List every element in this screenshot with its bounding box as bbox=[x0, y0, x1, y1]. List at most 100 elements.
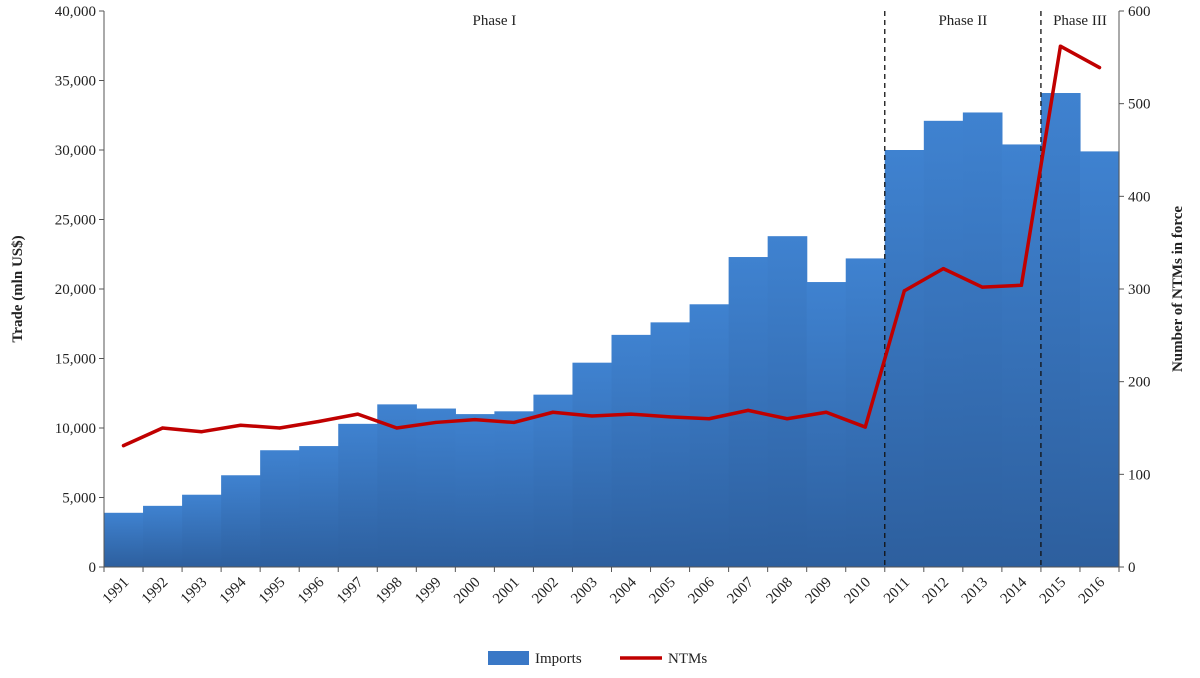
left-tick-label: 20,000 bbox=[55, 282, 96, 298]
imports-bar-1991 bbox=[104, 512, 144, 567]
left-tick-label: 30,000 bbox=[55, 143, 96, 159]
ntms-point-2009 bbox=[824, 410, 828, 414]
x-tick-label-2004: 2004 bbox=[607, 574, 640, 607]
x-tick-label-1994: 1994 bbox=[217, 574, 250, 607]
x-tick-label-2001: 2001 bbox=[490, 575, 523, 608]
ntms-point-2012 bbox=[941, 267, 945, 271]
right-tick-label: 100 bbox=[1128, 467, 1151, 483]
ntms-point-2000 bbox=[473, 418, 477, 422]
left-tick-label: 40,000 bbox=[55, 4, 96, 20]
x-tick-label-2013: 2013 bbox=[959, 575, 992, 608]
axis-labels: Phase I Phase II Phase III Trade (mln US$) N… bbox=[10, 13, 1186, 372]
left-tick-label: 15,000 bbox=[55, 352, 96, 368]
x-tick-label-2007: 2007 bbox=[724, 574, 757, 607]
imports-bar-2015 bbox=[1040, 93, 1081, 567]
phase-label-1: Phase I bbox=[473, 13, 517, 29]
ntms-point-2013 bbox=[980, 285, 984, 289]
ntms-point-2015 bbox=[1058, 44, 1063, 48]
imports-bar-2008 bbox=[767, 236, 808, 567]
imports-bar-2003 bbox=[572, 362, 613, 567]
left-axis-title: Trade (mln US$) bbox=[10, 235, 26, 342]
ntms-point-2014 bbox=[1019, 283, 1024, 287]
imports-bar-2012 bbox=[923, 120, 964, 567]
imports-bar-1996 bbox=[299, 446, 339, 567]
ntms-point-2004 bbox=[629, 412, 633, 416]
ntms-line bbox=[121, 44, 1102, 448]
legend-imports-label: Imports bbox=[535, 651, 582, 667]
imports-bar-2014 bbox=[1001, 144, 1042, 567]
x-tick-label-2006: 2006 bbox=[685, 574, 718, 607]
imports-bar-2002 bbox=[533, 394, 574, 567]
x-tick-label-2000: 2000 bbox=[451, 575, 484, 608]
x-tick-label-2011: 2011 bbox=[881, 575, 913, 607]
ntms-point-1998 bbox=[395, 426, 399, 430]
ntms-point-1997 bbox=[356, 412, 360, 416]
ntms-point-2007 bbox=[746, 408, 750, 412]
imports-bar-2001 bbox=[494, 411, 535, 567]
ntms-point-1999 bbox=[434, 420, 438, 425]
imports-bar-2004 bbox=[611, 334, 652, 567]
ntms-point-2002 bbox=[551, 410, 555, 414]
ntms-point-2016 bbox=[1097, 65, 1102, 70]
phase-label-2: Phase II bbox=[938, 13, 987, 29]
x-tick-label-1993: 1993 bbox=[178, 575, 211, 608]
x-tick-label-2008: 2008 bbox=[763, 575, 796, 608]
x-tick-label-2010: 2010 bbox=[842, 575, 875, 608]
imports-bar-2016 bbox=[1079, 151, 1120, 567]
imports-bar-2010 bbox=[845, 258, 886, 567]
imports-bar-2005 bbox=[650, 322, 691, 567]
x-tick-label-1999: 1999 bbox=[412, 575, 445, 608]
legend-imports-swatch bbox=[488, 651, 529, 665]
imports-bar-2009 bbox=[806, 282, 847, 567]
imports-bar-1999 bbox=[416, 408, 456, 567]
legend-ntms-label: NTMs bbox=[668, 651, 707, 667]
left-tick-label: 0 bbox=[89, 560, 97, 576]
left-tick-label: 35,000 bbox=[55, 74, 96, 90]
imports-bar-2013 bbox=[962, 112, 1003, 567]
ntms-point-2008 bbox=[785, 417, 789, 421]
x-tick-label-2003: 2003 bbox=[568, 575, 601, 608]
x-tick-label-1998: 1998 bbox=[373, 575, 406, 608]
ntms-point-2003 bbox=[590, 414, 594, 418]
ntms-point-1991 bbox=[121, 444, 126, 448]
x-tick-label-1992: 1992 bbox=[139, 575, 172, 608]
x-tick-label-2015: 2015 bbox=[1037, 575, 1070, 608]
right-tick-label: 500 bbox=[1128, 97, 1151, 113]
ntms-point-1996 bbox=[317, 419, 321, 424]
ntms-point-1992 bbox=[160, 426, 165, 430]
left-tick-label: 10,000 bbox=[55, 421, 96, 437]
imports-bar-2011 bbox=[884, 150, 925, 567]
imports-bar-1992 bbox=[143, 505, 183, 567]
ntms-point-2005 bbox=[668, 415, 672, 419]
x-tick-label-2014: 2014 bbox=[998, 574, 1031, 607]
imports-bar-1993 bbox=[182, 494, 222, 567]
phase-dividers bbox=[884, 11, 1042, 567]
ntms-point-1994 bbox=[239, 423, 243, 427]
imports-bar-2006 bbox=[689, 304, 730, 567]
x-tick-label-2012: 2012 bbox=[920, 575, 953, 608]
ntms-point-2001 bbox=[512, 420, 516, 425]
x-tick-label-1996: 1996 bbox=[295, 574, 328, 607]
right-tick-label: 200 bbox=[1128, 375, 1151, 391]
ntms-point-2010 bbox=[863, 425, 867, 429]
imports-bar-2000 bbox=[455, 414, 495, 567]
right-tick-label: 400 bbox=[1128, 189, 1151, 205]
x-tick-label-1997: 1997 bbox=[334, 574, 367, 607]
ntms-line-layer bbox=[121, 44, 1102, 448]
phase-label-3: Phase III bbox=[1053, 13, 1107, 29]
ntms-point-1995 bbox=[278, 426, 282, 430]
x-tick-label-2016: 2016 bbox=[1076, 574, 1109, 607]
imports-bar-1998 bbox=[377, 404, 417, 567]
imports-bars bbox=[104, 93, 1120, 567]
left-tick-label: 25,000 bbox=[55, 213, 96, 229]
right-tick-label: 0 bbox=[1128, 560, 1136, 576]
imports-bar-1995 bbox=[260, 450, 300, 567]
ntms-point-1993 bbox=[200, 430, 204, 434]
x-tick-label-2005: 2005 bbox=[646, 575, 679, 608]
ntms-point-2011 bbox=[902, 289, 906, 293]
right-axis-title: Number of NTMs in force bbox=[1170, 206, 1186, 372]
right-tick-label: 300 bbox=[1128, 282, 1151, 298]
x-tick-label-2002: 2002 bbox=[529, 575, 562, 608]
